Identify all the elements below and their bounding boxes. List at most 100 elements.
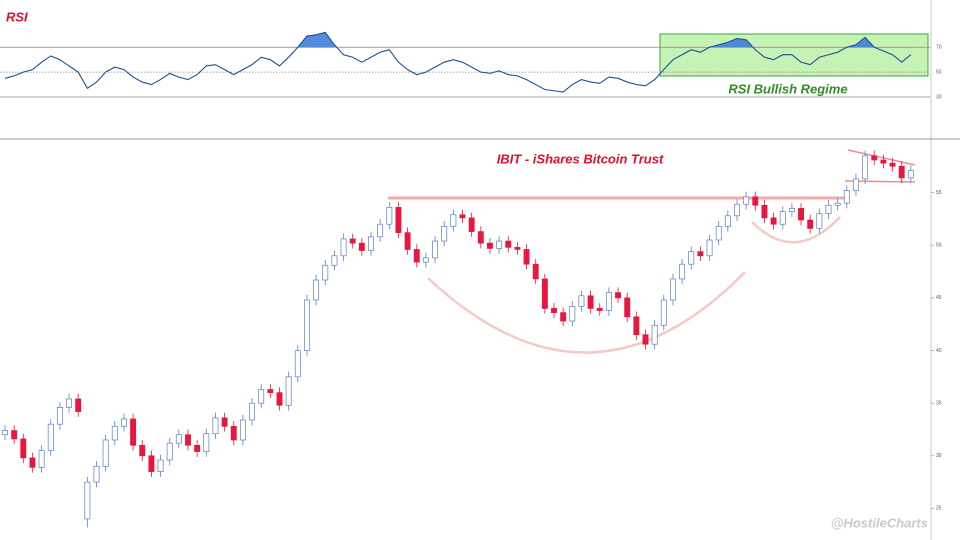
y-tick-label: 25 (936, 506, 942, 512)
y-tick-label: 30 (936, 453, 942, 459)
candle-body (322, 264, 329, 281)
candle-body (285, 376, 292, 406)
candle-body (560, 312, 567, 322)
candle-body (679, 263, 686, 280)
overbought-fill (297, 32, 875, 48)
candle-body (798, 208, 805, 221)
candle-body (523, 249, 530, 265)
candle-body (29, 457, 36, 468)
candle-body (496, 240, 503, 249)
candle-body (258, 389, 265, 404)
candle-body (532, 263, 539, 280)
y-tick-label: 50 (936, 243, 942, 249)
candle-body (770, 217, 777, 225)
candle-body (404, 232, 411, 250)
y-tick-label: 35 (936, 400, 942, 406)
candle-body (715, 225, 722, 241)
candle-body (441, 225, 448, 242)
candle-body (825, 204, 832, 215)
candle-body (907, 170, 914, 179)
candle-body (276, 392, 283, 406)
candle-body (615, 292, 622, 299)
price-title: IBIT - iShares Bitcoin Trust (497, 151, 664, 166)
candle-body (2, 430, 8, 436)
candle-body (459, 214, 466, 219)
candle-body (331, 255, 338, 266)
candle-body (130, 418, 137, 446)
rsi-line (4, 31, 912, 93)
rsi-title: RSI (6, 9, 28, 24)
candle-body (871, 155, 878, 161)
candle-body (166, 442, 173, 461)
candle-body (862, 155, 869, 180)
candle-body (724, 215, 731, 227)
cup-arc (427, 271, 746, 354)
y-tick-label: 40 (936, 348, 942, 354)
candle-body (880, 159, 887, 164)
regime-label: RSI Bullish Regime (728, 81, 847, 96)
rsi-tick-label: 50 (936, 69, 942, 75)
candle-body (578, 295, 585, 307)
candle-body (569, 305, 576, 322)
candle-body (551, 308, 557, 313)
watermark: @HostileCharts (831, 515, 928, 530)
candle-body (267, 389, 274, 393)
candle-body (541, 278, 548, 309)
candle-body (816, 213, 823, 229)
candle-body (706, 239, 713, 257)
candle-body (660, 299, 667, 326)
candle-body (368, 236, 374, 251)
candle-body (587, 295, 594, 309)
candle-body (889, 162, 896, 167)
candle-body (505, 240, 512, 248)
candle-body (788, 208, 795, 212)
candle-body (20, 438, 27, 459)
candle-body (340, 238, 347, 257)
candle-body (111, 425, 118, 441)
candle-body (752, 196, 759, 206)
candle-body (120, 418, 127, 427)
candle-body (11, 430, 18, 440)
candle-body (102, 439, 109, 467)
candle-body (239, 419, 246, 441)
candle-body (432, 240, 439, 259)
candle-body (807, 219, 814, 229)
candle-body (624, 297, 631, 318)
candle-body (487, 242, 493, 249)
candle-body (477, 231, 484, 244)
candle-body (294, 350, 301, 378)
candle-body (185, 434, 191, 446)
y-tick-label: 45 (936, 295, 942, 301)
candle-body (852, 178, 859, 191)
handle-arc (751, 216, 841, 244)
candle-body (175, 434, 182, 444)
candle-body (834, 202, 841, 206)
candle-body (349, 238, 356, 244)
candle-body (395, 207, 402, 233)
candle-body (734, 203, 740, 217)
candle-body (249, 402, 255, 421)
candle-body (514, 247, 521, 250)
candle-body (898, 165, 905, 179)
candle-body (422, 257, 429, 263)
candle-body (450, 214, 457, 227)
candle-body (358, 242, 365, 251)
candle-body (697, 251, 704, 257)
candle-body (212, 417, 219, 435)
triangle-upper (847, 149, 916, 166)
candle-body (148, 455, 155, 472)
candle-body (38, 450, 45, 468)
candle-body (377, 223, 384, 238)
candle-body (468, 217, 475, 232)
candle-body (743, 196, 750, 205)
candle-body (605, 292, 612, 311)
candle-body (304, 299, 310, 351)
candle-body (779, 211, 786, 225)
candle-body (386, 207, 393, 225)
rsi-tick-label: 30 (936, 94, 942, 100)
candle-body (221, 417, 228, 427)
candle-body (642, 334, 649, 345)
candle-body (157, 459, 164, 472)
